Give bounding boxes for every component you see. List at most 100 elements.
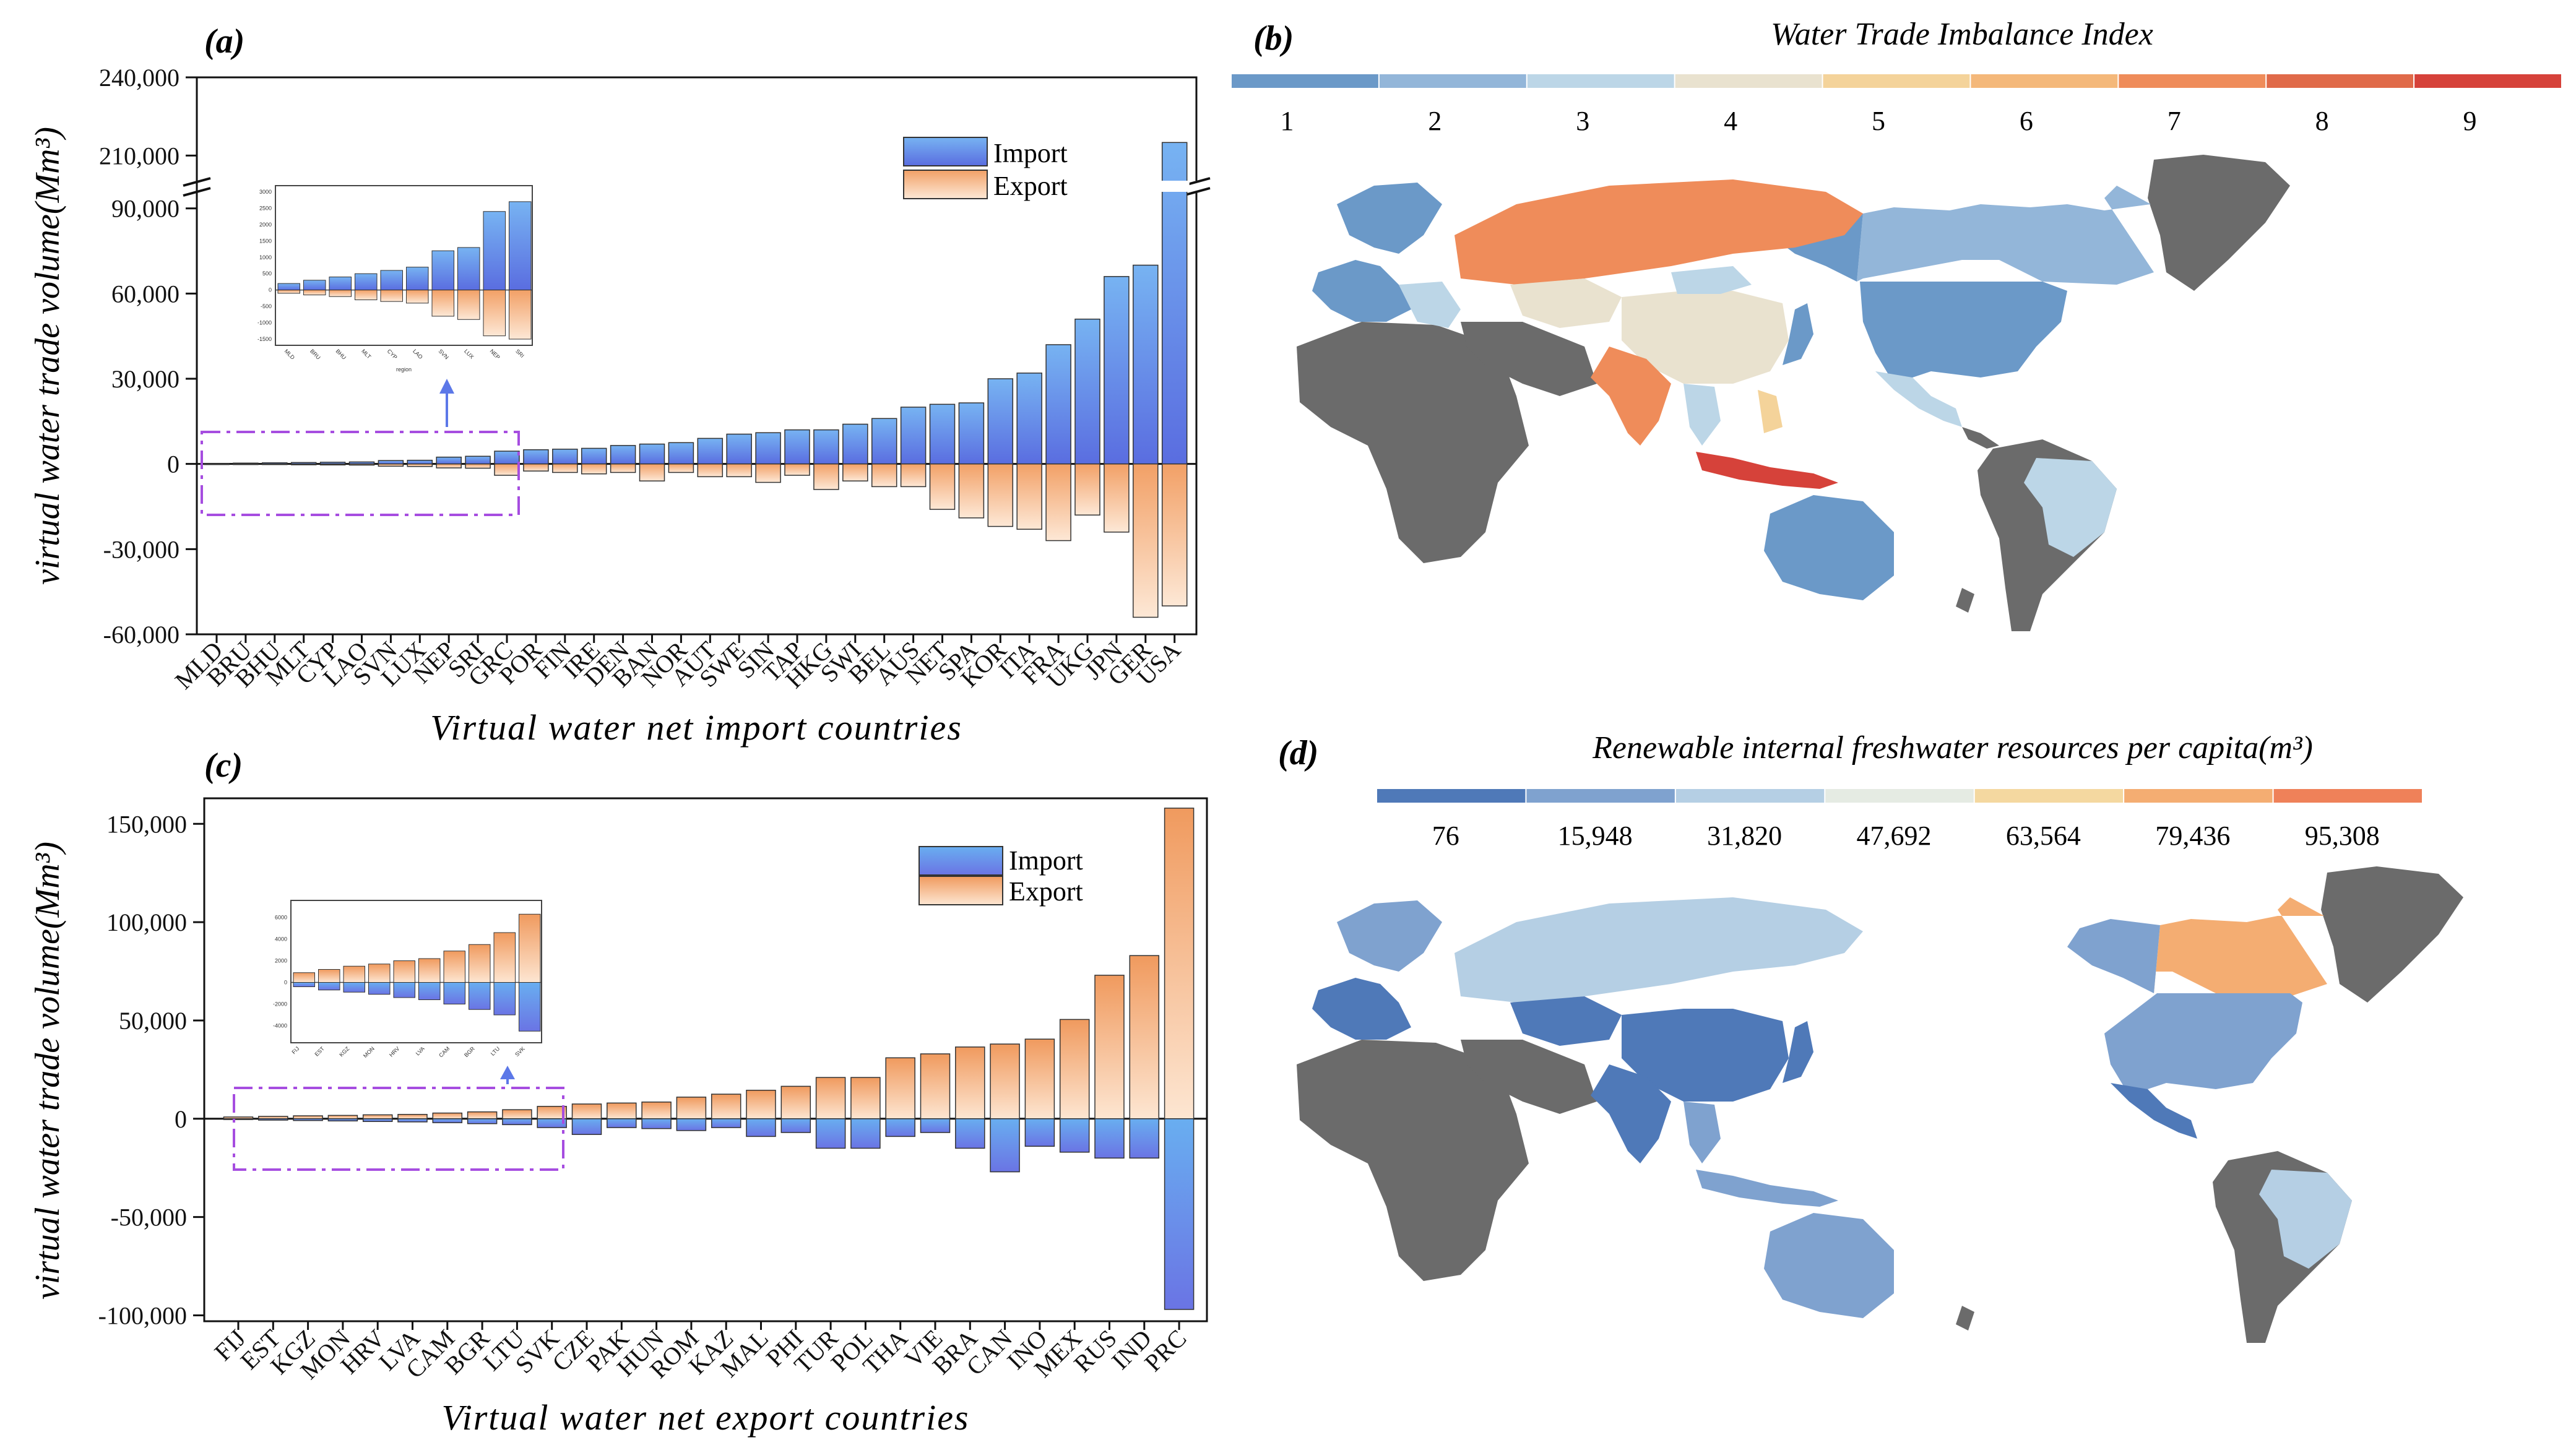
bar-import-CAN: [990, 1118, 1020, 1173]
bar-export-RUS: [1094, 975, 1125, 1119]
bar-import-ITA: [1016, 373, 1042, 465]
inset-bar-import-MLT: [355, 273, 378, 291]
bar-export-BRU: [233, 463, 259, 465]
bar-export-BEL: [871, 463, 897, 488]
panel-c-legend: Import Export: [918, 845, 1083, 907]
inset-y-tick: -4000: [273, 1023, 287, 1029]
inset-bar-import-CYP: [380, 270, 403, 291]
map-d-middle-east: [1461, 1040, 1597, 1114]
panel-c-frame: [203, 797, 1208, 1322]
inset-x-tick: KGZ: [338, 1045, 351, 1058]
bar-import-EST: [258, 1118, 288, 1121]
scale-swatch: [2273, 789, 2422, 803]
inset-y-tick: 0: [284, 980, 287, 986]
y-tick-label: 210,000: [99, 142, 179, 170]
panel-b-map: (b) Water Trade Imbalance Index 1 2 3 4 5 6 7 8…: [1232, 17, 2561, 631]
inset-x-tick: HRV: [388, 1045, 400, 1058]
bar-import-SVN: [378, 460, 404, 465]
inset-y-tick: -1500: [257, 336, 272, 342]
map-d-china: [1622, 1009, 1789, 1102]
bar-export-MLT: [290, 463, 317, 465]
bar-export-AUS: [900, 463, 927, 488]
bar-export-THA: [885, 1057, 915, 1119]
map-b-kazakhstan: [1510, 278, 1622, 328]
bar-import-NEP: [436, 456, 462, 465]
inset-x-label: region: [396, 366, 412, 373]
map-b-western-europe: [1312, 260, 1411, 322]
inset-x-tick: BRU: [309, 348, 322, 361]
y-tick-label: 90,000: [111, 195, 179, 223]
map-d-japan: [1783, 1021, 1813, 1083]
panel-a-x-axis-title: Virtual water net import countries: [430, 707, 962, 748]
map-d-greenland: [2321, 866, 2463, 1003]
y-tick-label: 0: [167, 451, 179, 478]
bar-export-UKG: [1074, 463, 1100, 516]
legend-import-swatch: [918, 846, 1003, 876]
inset-y-tick: 0: [269, 287, 272, 293]
bar-export-PHI: [780, 1085, 811, 1119]
bar-export-CYP: [319, 463, 346, 466]
bar-import-GRC: [494, 451, 520, 465]
inset-y-tick: 2500: [259, 205, 272, 211]
inset-bar-export-BGR: [469, 944, 491, 983]
inset-bar-export-LUX: [457, 290, 480, 320]
bar-export-SWI: [842, 463, 868, 481]
inset-x-tick: BGR: [463, 1045, 476, 1058]
map-d-indonesia: [1696, 1170, 1838, 1207]
inset-bar-export-BRU: [303, 290, 326, 296]
y-tick-label: 50,000: [119, 1007, 187, 1035]
scale-label: 47,692: [1857, 821, 1932, 851]
bar-import-TAP: [784, 429, 810, 465]
map-b-mexico: [1875, 371, 1962, 427]
panel-a-label: (a): [204, 22, 244, 61]
bar-import-POL: [850, 1118, 881, 1149]
inset-bar-import-MON: [368, 982, 391, 995]
map-d-kazakhstan: [1510, 996, 1622, 1046]
bar-import-USA: [1161, 142, 1188, 465]
bar-export-VIE: [920, 1053, 951, 1119]
scale-label: 31,820: [1707, 821, 1782, 851]
panel-a-frame: [196, 76, 1198, 636]
panel-c-highlight-box: [233, 1087, 564, 1171]
scale-label: 63,564: [2006, 821, 2081, 851]
panel-c-label: (c): [204, 746, 243, 785]
bar-import-NOR: [668, 442, 694, 465]
map-b-new-zealand: [1956, 588, 1974, 613]
scale-swatch: [1379, 74, 1526, 88]
bar-export-POL: [850, 1077, 881, 1119]
map-b-southeast-asia: [1683, 384, 1721, 446]
panel-d-map: (d) Renewable internal freshwater resour…: [1278, 730, 2463, 1343]
axis-break-left: [183, 177, 211, 197]
bar-import-LTU: [502, 1118, 532, 1126]
scale-swatch: [2267, 74, 2414, 88]
bar-export-MON: [327, 1115, 358, 1119]
inset-bar-export-MLT: [355, 290, 378, 301]
bar-export-CAN: [990, 1043, 1020, 1119]
bar-export-FRA: [1045, 463, 1071, 541]
bar-export-HUN: [641, 1102, 672, 1119]
bar-export-POR: [523, 463, 549, 472]
bar-export-LAO: [348, 463, 375, 466]
scale-label: 3: [1576, 106, 1589, 136]
bar-import-FRA: [1045, 344, 1071, 465]
bar-import-RUS: [1094, 1118, 1125, 1159]
legend-export-swatch: [903, 170, 988, 199]
inset-x-tick: LVA: [415, 1045, 426, 1056]
bar-import-HRV: [362, 1118, 393, 1122]
y-tick-label: 0: [175, 1105, 187, 1133]
bar-import-MEX: [1059, 1118, 1090, 1153]
bar-import-AUS: [900, 407, 927, 465]
inset-bar-export-KGZ: [343, 965, 365, 983]
bar-import-MON: [327, 1118, 358, 1122]
map-d-australia: [1764, 1213, 1894, 1318]
bar-import-BEL: [871, 418, 897, 465]
inset-bar-export-CYP: [380, 290, 403, 302]
map-b-canada: [1857, 186, 2154, 285]
map-d-new-zealand: [1956, 1306, 1974, 1331]
bar-import-TUR: [815, 1118, 846, 1149]
inset-y-tick: 500: [262, 270, 272, 277]
scale-label: 95,308: [2305, 821, 2380, 851]
y-tick-label: 240,000: [99, 64, 179, 92]
bar-export-SWE: [726, 463, 752, 478]
